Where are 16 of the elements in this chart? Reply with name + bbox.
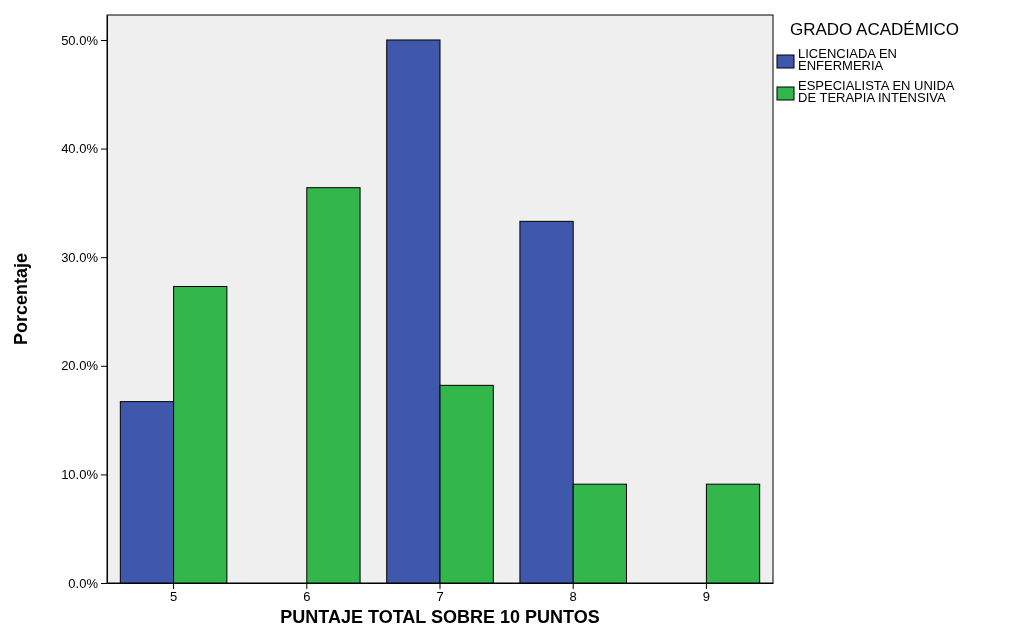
x-tick-label: 8 [569,589,577,605]
x-tick-label: 9 [702,589,711,605]
x-tick-label: 7 [436,589,444,605]
y-tick-label: 50.0% [61,32,99,48]
y-tick-label: 20.0% [61,358,99,374]
x-tick-label: 6 [303,589,311,605]
y-tick-label: 30.0% [61,249,99,265]
x-tick-label: 5 [169,589,178,605]
legend-title: GRADO ACADÉMICO [790,20,960,39]
x-axis-title: PUNTAJE TOTAL SOBRE 10 PUNTOS [280,607,600,627]
y-tick-label: 0.0% [68,575,99,591]
y-axis-title: Porcentaje [11,252,31,346]
y-tick-label: 10.0% [61,467,99,483]
legend-label: LICENCIADA EN ENFERMERIA [798,46,897,73]
legend-label: ESPECIALISTA EN UNIDA DE TERAPIA INTENSIVA [798,78,955,105]
y-tick-label: 40.0% [61,141,99,157]
